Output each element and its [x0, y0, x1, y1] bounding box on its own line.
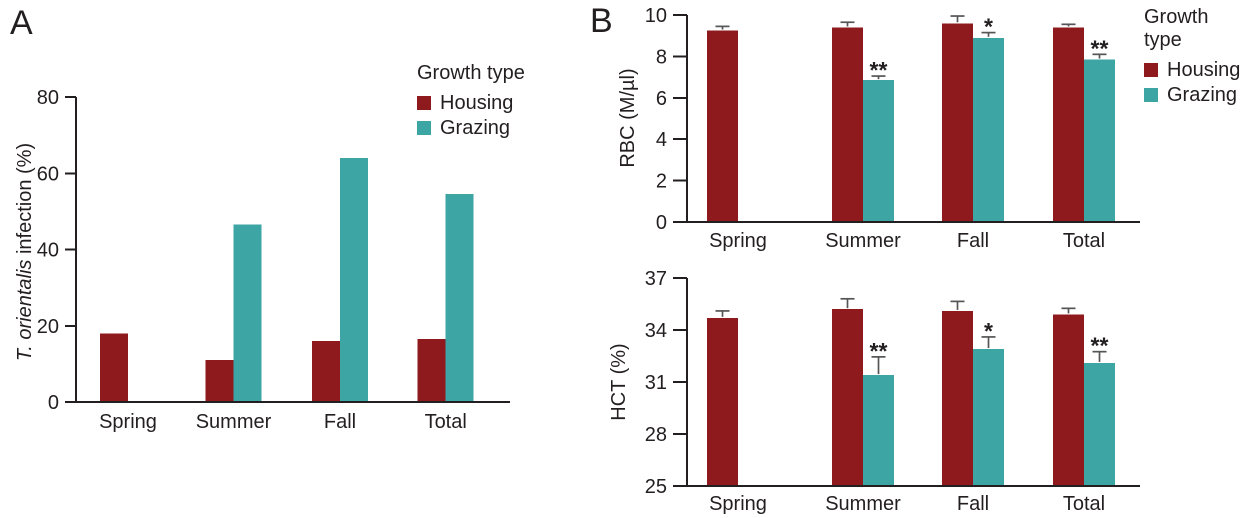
legend-title: Growth type [417, 62, 525, 84]
svg-text:40: 40 [37, 240, 59, 262]
svg-text:31: 31 [645, 372, 667, 394]
legend-item-grazing: Grazing [1144, 84, 1250, 106]
svg-text:Total: Total [425, 411, 467, 433]
grazing-swatch-icon [417, 121, 431, 135]
svg-text:Spring: Spring [99, 411, 157, 433]
legend-item-label: Grazing [440, 117, 511, 139]
svg-text:10: 10 [645, 5, 667, 27]
grazing-swatch-icon [1144, 88, 1158, 102]
legend-item-label: Housing [440, 92, 514, 114]
housing-swatch-icon [1144, 63, 1158, 77]
svg-text:Spring: Spring [709, 493, 767, 515]
legend-title: Growth type [1144, 6, 1209, 51]
svg-text:Total: Total [1063, 230, 1105, 252]
svg-text:Total: Total [1063, 493, 1105, 515]
panel-b-label: B [590, 2, 613, 40]
legend-item-grazing: Grazing [417, 117, 525, 139]
svg-text:*: * [984, 318, 993, 344]
svg-text:28: 28 [645, 424, 667, 446]
svg-text:T. orientalis infection (%): T. orientalis infection (%) [14, 143, 36, 361]
svg-text:**: ** [1091, 333, 1109, 359]
svg-text:HCT (%): HCT (%) [608, 343, 630, 420]
svg-text:Spring: Spring [709, 230, 767, 252]
svg-text:*: * [984, 14, 993, 40]
legend-item-housing: Housing [1144, 59, 1250, 81]
housing-swatch-icon [417, 96, 431, 110]
svg-text:8: 8 [656, 46, 667, 68]
legend-item-label: Housing [1167, 59, 1241, 81]
svg-text:RBC (M/µl): RBC (M/µl) [617, 68, 639, 167]
svg-text:2: 2 [656, 171, 667, 193]
svg-text:Summer: Summer [825, 493, 901, 515]
legend-item-housing: Housing [417, 92, 525, 114]
svg-text:20: 20 [37, 316, 59, 338]
growth-type-legend-panel-b: Growth type Housing Grazing [1144, 6, 1250, 109]
svg-text:**: ** [870, 57, 888, 83]
infection-bar-chart: 0 20 40 60 80 T. orientalis infection (%) Spri… [14, 87, 510, 433]
svg-text:Fall: Fall [957, 493, 989, 515]
svg-text:25: 25 [645, 476, 667, 498]
svg-text:80: 80 [37, 87, 59, 109]
legend-item-label: Grazing [1167, 84, 1238, 106]
svg-text:Fall: Fall [324, 411, 356, 433]
growth-type-legend-panel-a: Growth type Housing Grazing [417, 62, 525, 142]
svg-text:Fall: Fall [957, 230, 989, 252]
svg-text:6: 6 [656, 88, 667, 110]
svg-text:Summer: Summer [825, 230, 901, 252]
svg-text:Summer: Summer [196, 411, 272, 433]
panel-a-label: A [10, 4, 33, 42]
svg-text:**: ** [1091, 35, 1109, 61]
svg-text:0: 0 [48, 392, 59, 414]
svg-text:4: 4 [656, 129, 667, 151]
svg-text:**: ** [870, 338, 888, 364]
svg-text:34: 34 [645, 320, 667, 342]
svg-text:60: 60 [37, 163, 59, 185]
svg-text:37: 37 [645, 268, 667, 290]
svg-text:0: 0 [656, 212, 667, 234]
